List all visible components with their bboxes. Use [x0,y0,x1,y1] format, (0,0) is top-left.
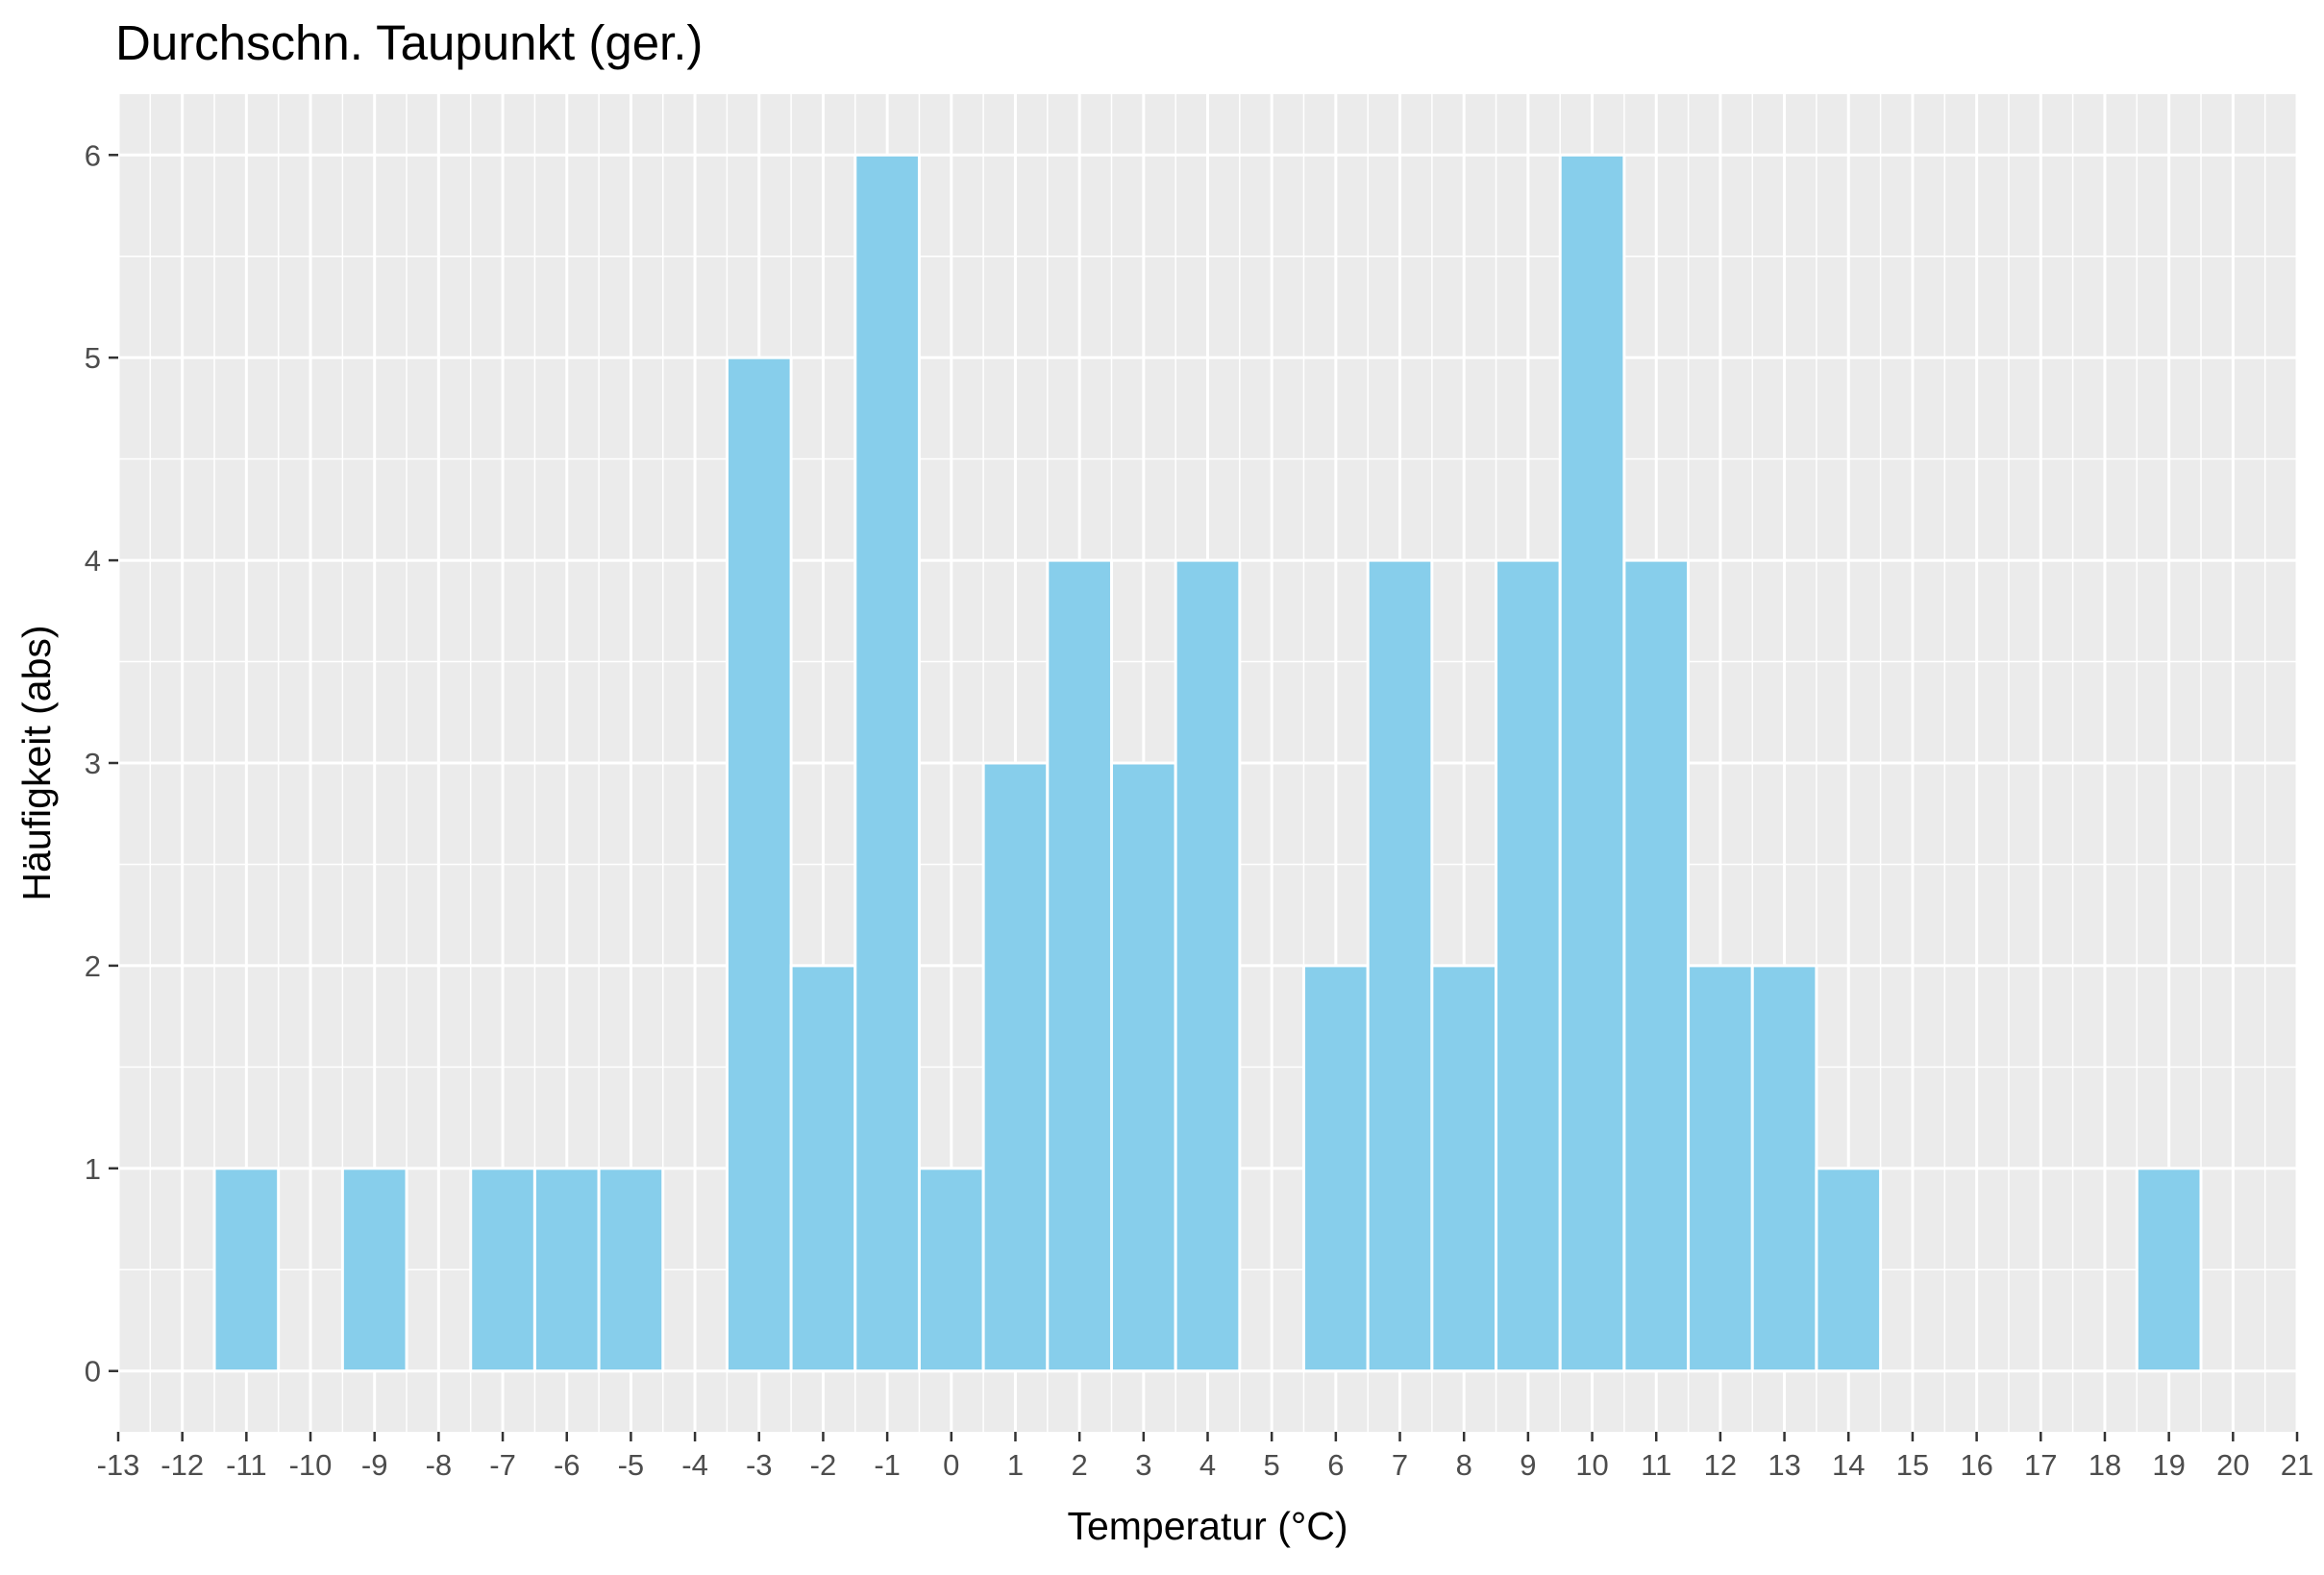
bar [2135,1167,2203,1373]
bar [1750,964,1818,1373]
chart-title: Durchschn. Taupunkt (ger.) [115,15,703,70]
x-tick-label: -5 [618,1448,645,1482]
y-tick-label: 0 [85,1355,101,1389]
x-tick-label: 6 [1327,1448,1344,1482]
bar [1430,964,1498,1373]
x-tick-label: 5 [1264,1448,1280,1482]
bar [1174,558,1242,1373]
x-tick-label: -9 [361,1448,388,1482]
x-tick-label: 13 [1768,1448,1800,1482]
x-tick-label: 15 [1896,1448,1929,1482]
bar [1495,558,1562,1373]
x-tick-label: 21 [2281,1448,2313,1482]
bars [212,153,2203,1373]
y-tick-label: 2 [85,949,101,983]
bar [725,356,793,1373]
x-tick-label: -4 [681,1448,708,1482]
x-tick-label: -7 [489,1448,516,1482]
bar [1046,558,1113,1373]
x-tick-label: 14 [1832,1448,1865,1482]
y-tick-label: 5 [85,341,101,375]
x-tick-label: -10 [289,1448,333,1482]
x-axis: -13 -12 -11 -10 -9 -8 -7 -6 -5 -4 -3 -2 -1 0 1 2 3 4 5 6 7 8 9… [97,1432,2313,1482]
x-tick-label: -1 [874,1448,901,1482]
x-tick-label: 10 [1575,1448,1608,1482]
bar [212,1167,281,1373]
x-tick-label: -13 [97,1448,140,1482]
y-tick-label: 6 [85,138,101,172]
bar [1366,558,1434,1373]
bar [1622,558,1691,1373]
bar [1687,964,1754,1373]
y-axis-title: Häufigkeit (abs) [14,625,59,900]
y-axis: 0 1 2 3 4 5 6 [85,138,118,1389]
x-tick-label: 12 [1704,1448,1737,1482]
bar [1558,153,1626,1373]
x-tick-label: 20 [2216,1448,2249,1482]
bar [981,761,1050,1373]
bar [597,1167,665,1373]
x-tick-label: 19 [2152,1448,2185,1482]
bar [917,1167,985,1373]
y-tick-label: 1 [85,1152,101,1186]
x-tick-label: 0 [943,1448,959,1482]
x-tick-label: 1 [1007,1448,1024,1482]
bar [532,1167,601,1373]
bar [789,964,857,1373]
x-tick-label: -3 [746,1448,773,1482]
y-tick-label: 4 [85,544,101,578]
x-axis-title: Temperatur (°C) [1067,1504,1347,1548]
x-tick-label: 3 [1135,1448,1151,1482]
x-tick-label: 18 [2089,1448,2121,1482]
bar [469,1167,536,1373]
x-tick-label: -12 [161,1448,204,1482]
x-tick-label: 17 [2024,1448,2057,1482]
y-tick-label: 3 [85,747,101,780]
x-tick-label: -11 [226,1448,267,1482]
x-tick-label: 2 [1072,1448,1088,1482]
x-tick-label: 4 [1199,1448,1216,1482]
x-tick-label: 7 [1392,1448,1408,1482]
bar [1302,964,1370,1373]
bar [1815,1167,1883,1373]
x-tick-label: 9 [1520,1448,1536,1482]
bar [853,153,921,1373]
x-tick-label: -6 [554,1448,581,1482]
bar [340,1167,408,1373]
x-tick-label: 11 [1641,1448,1671,1482]
x-tick-label: -8 [426,1448,453,1482]
x-tick-label: 8 [1456,1448,1472,1482]
x-tick-label: 16 [1960,1448,1992,1482]
x-tick-label: -2 [810,1448,837,1482]
bar [1109,761,1177,1373]
grid-major [116,94,2299,1432]
